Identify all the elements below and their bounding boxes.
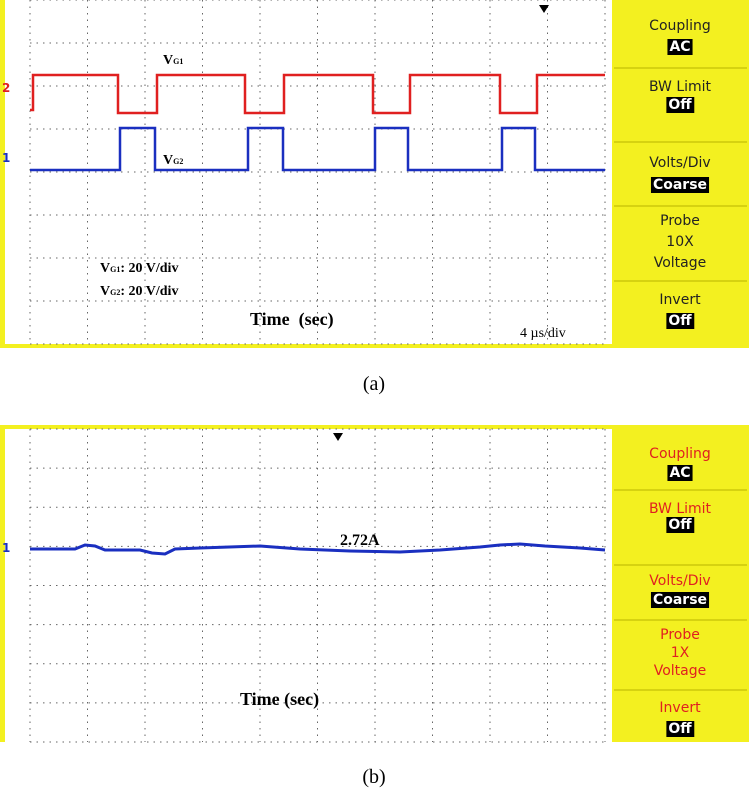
menu-title: Invert xyxy=(659,700,701,716)
trace-vg1 xyxy=(30,73,605,115)
trace-label: VG1 xyxy=(163,53,183,68)
caption: (a) xyxy=(363,373,385,395)
note-main: V xyxy=(100,284,110,299)
trigger-marker xyxy=(333,433,343,441)
menu-value: AC xyxy=(669,39,690,55)
menu-value: Coarse xyxy=(653,592,707,608)
menu-title: Volts/Div xyxy=(649,155,710,171)
label-sub: G1 xyxy=(173,57,183,66)
trigger-marker xyxy=(539,5,549,13)
channel-marker: 2 xyxy=(2,81,10,95)
x-label: Time (sec) xyxy=(240,689,319,710)
scale-note: VG1: 20 V/div xyxy=(100,261,178,276)
menu-title: Invert xyxy=(659,292,701,308)
note-sub: G1 xyxy=(110,265,120,274)
border xyxy=(0,425,5,742)
menu-title: Probe xyxy=(660,627,700,643)
menu-panel xyxy=(612,0,749,348)
border xyxy=(0,344,612,348)
trace-vg2 xyxy=(30,126,605,172)
screen xyxy=(0,0,612,348)
menu-title: Probe xyxy=(660,213,700,229)
timebase: 4 µs/div xyxy=(520,326,566,341)
trace-label: VG2 xyxy=(163,153,183,168)
trace-current xyxy=(30,542,606,556)
x-label: Time (sec) xyxy=(250,309,334,330)
menu-value-box xyxy=(650,177,710,193)
menu-line: Voltage xyxy=(654,255,707,271)
menu-title: Coupling xyxy=(649,446,711,462)
label-main: V xyxy=(163,153,173,168)
menu-value: Coarse xyxy=(653,177,707,193)
panel-a: 2 1 VG1 VG2 VG1: 20 V/div VG2: 20 V/div … xyxy=(0,0,749,348)
menu-value: AC xyxy=(669,465,690,481)
menu-value-box xyxy=(667,39,693,55)
panel-b: 1 2.72A Time (sec) xyxy=(0,425,749,743)
border xyxy=(0,0,5,348)
note-main: V xyxy=(100,261,110,276)
menu-value-box xyxy=(650,592,710,608)
menu-value-box xyxy=(666,721,695,737)
channel-marker: 1 xyxy=(2,541,10,555)
menu-line: Voltage xyxy=(654,663,707,679)
menu-value: Off xyxy=(668,313,692,329)
menu-title: BW Limit xyxy=(649,501,712,517)
channel-marker: 1 xyxy=(2,151,10,165)
grid xyxy=(29,428,606,743)
menu: Coupling AC BW Limit Off Volts/Div Coarse Prob… xyxy=(614,18,747,329)
menu-value-box xyxy=(666,313,695,329)
label-main: V xyxy=(163,53,173,68)
menu-line: 10X xyxy=(666,234,694,250)
scale-note: VG2: 20 V/div xyxy=(100,284,178,299)
menu-value-box xyxy=(666,97,695,113)
note-text: : 20 V/div xyxy=(120,261,178,276)
menu-value: Off xyxy=(668,721,692,737)
menu-title: Coupling xyxy=(649,18,711,34)
label-sub: G2 xyxy=(173,157,183,166)
note-sub: G2 xyxy=(110,288,120,297)
menu-value: Off xyxy=(668,517,692,533)
annotation: 2.72A xyxy=(340,532,380,549)
caption: (b) xyxy=(362,766,385,788)
menu-value-box xyxy=(667,465,693,481)
note-text: : 20 V/div xyxy=(120,284,178,299)
menu-line: 1X xyxy=(671,645,690,661)
screen xyxy=(0,425,612,742)
menu-title: BW Limit xyxy=(649,79,712,95)
menu-title: Volts/Div xyxy=(649,573,710,589)
grid xyxy=(29,0,606,345)
menu-value: Off xyxy=(668,97,692,113)
border xyxy=(0,425,612,429)
menu-value-box xyxy=(666,517,695,533)
